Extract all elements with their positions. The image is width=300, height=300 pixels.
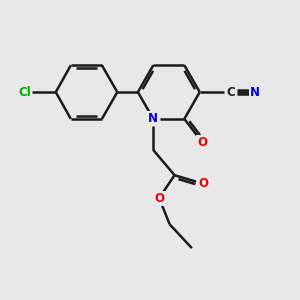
Text: Cl: Cl (19, 85, 32, 99)
Text: O: O (198, 177, 208, 190)
Text: N: N (148, 112, 158, 125)
Text: N: N (250, 85, 260, 99)
Text: O: O (154, 192, 164, 205)
Text: C: C (226, 85, 235, 99)
Text: O: O (197, 136, 207, 149)
